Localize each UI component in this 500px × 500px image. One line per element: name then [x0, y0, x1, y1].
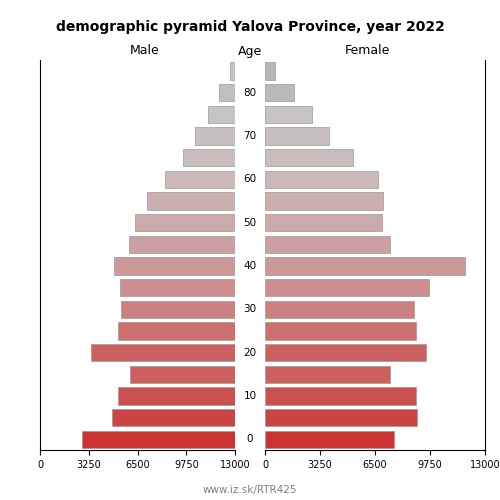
Text: 30: 30 [244, 304, 256, 314]
Bar [265, 300, 414, 318]
Bar [265, 214, 382, 231]
Text: 60: 60 [244, 174, 256, 184]
Bar [194, 127, 235, 144]
Bar [265, 149, 353, 166]
Bar [130, 366, 235, 383]
Text: 20: 20 [244, 348, 256, 358]
Bar [91, 344, 235, 361]
Bar [146, 192, 235, 210]
Bar [112, 409, 235, 426]
Bar [121, 300, 235, 318]
Text: 0: 0 [247, 434, 254, 444]
Bar [82, 430, 235, 448]
Text: demographic pyramid Yalova Province, year 2022: demographic pyramid Yalova Province, yea… [56, 20, 444, 34]
Bar [265, 344, 426, 361]
Text: Age: Age [238, 44, 262, 58]
Bar [265, 279, 429, 296]
Bar [265, 409, 418, 426]
Text: 40: 40 [244, 261, 256, 271]
Text: 70: 70 [244, 131, 256, 141]
Text: Female: Female [345, 44, 390, 58]
Bar [114, 257, 235, 274]
Text: 10: 10 [244, 391, 256, 401]
Bar [128, 236, 235, 253]
Text: www.iz.sk/RTR425: www.iz.sk/RTR425 [203, 485, 297, 495]
Text: 50: 50 [244, 218, 256, 228]
Bar [220, 84, 235, 101]
Bar [265, 62, 275, 80]
Bar [182, 149, 235, 166]
Bar [265, 106, 312, 123]
Bar [208, 106, 235, 123]
Bar [265, 322, 416, 340]
Bar [230, 62, 235, 80]
Bar [265, 257, 464, 274]
Bar [265, 366, 390, 383]
Bar [265, 127, 330, 144]
Bar [118, 322, 235, 340]
Bar [118, 387, 235, 404]
Bar [265, 192, 384, 210]
Bar [265, 84, 294, 101]
Text: 80: 80 [244, 88, 256, 98]
Bar [164, 170, 235, 188]
Bar [265, 430, 394, 448]
Bar [265, 236, 390, 253]
Bar [265, 170, 378, 188]
Bar [265, 387, 416, 404]
Text: Male: Male [130, 44, 160, 58]
Bar [134, 214, 235, 231]
Bar [120, 279, 235, 296]
